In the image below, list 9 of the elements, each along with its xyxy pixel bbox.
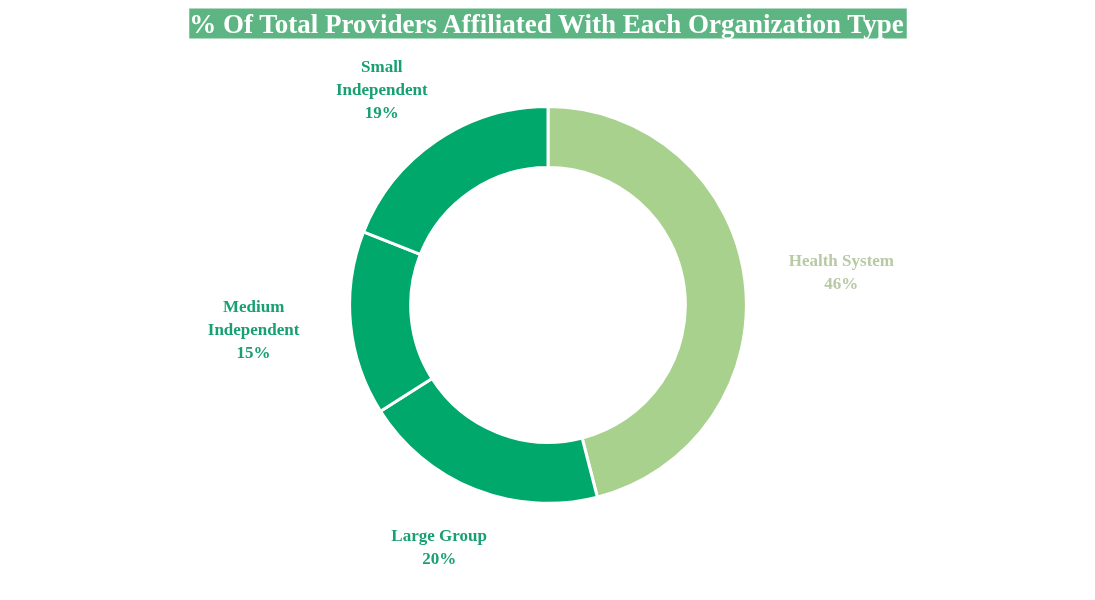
data-label: 46% — [824, 274, 859, 294]
chart-title: % Of Total Providers Affiliated With Each Organization Type — [189, 8, 904, 39]
data-label: 20% — [422, 549, 457, 569]
data-label: 19% — [364, 102, 399, 122]
slice-label: Small Independent — [335, 57, 428, 100]
slice-label: Medium Independent — [207, 297, 300, 339]
data-label: 15% — [236, 342, 271, 362]
slice-label: Health System — [788, 251, 895, 271]
slice-label: Large Group — [391, 526, 487, 546]
